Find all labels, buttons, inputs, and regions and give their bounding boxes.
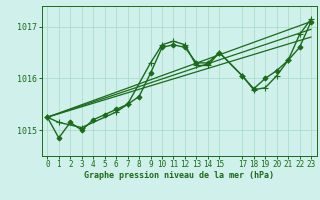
X-axis label: Graphe pression niveau de la mer (hPa): Graphe pression niveau de la mer (hPa)	[84, 171, 274, 180]
